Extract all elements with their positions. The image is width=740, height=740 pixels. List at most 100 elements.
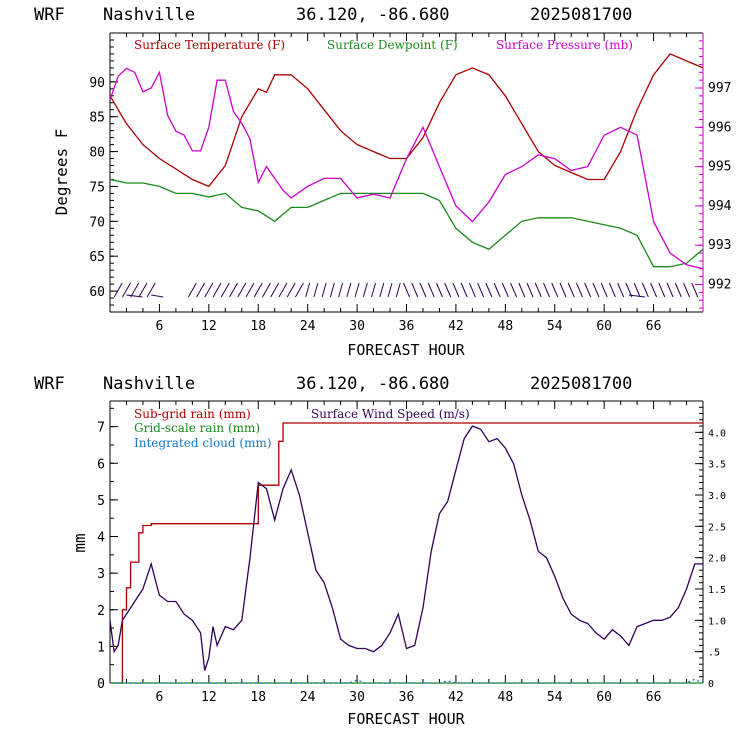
wind-barb	[518, 282, 526, 298]
top-x-tick-label: 66	[646, 319, 662, 334]
legend-surface-pressure: Surface Pressure (mb)	[496, 38, 633, 52]
top-x-tick-label: 12	[201, 319, 217, 334]
wind-barb	[270, 282, 280, 298]
wind-barb	[691, 282, 699, 298]
top-y-tick-label: 70	[89, 215, 105, 230]
wind-barb	[262, 282, 271, 298]
wind-barb	[551, 282, 559, 298]
wind-barb	[229, 282, 238, 298]
wind-barb	[666, 282, 674, 298]
bottom-location-label: Nashville	[103, 374, 195, 394]
wind-barb	[625, 282, 633, 298]
top-x-tick-label: 24	[300, 319, 316, 334]
top-model-label: WRF	[34, 5, 65, 25]
wind-barb	[346, 282, 352, 298]
bottom-y2-tick-label: 1.5	[708, 585, 726, 596]
top-y-tick-label: 85	[89, 111, 105, 126]
wind-barb	[658, 282, 666, 298]
top-panel-header: WRF Nashville 36.120, -86.680 2025081700	[34, 5, 632, 25]
wind-barb	[395, 282, 401, 298]
wind-barb	[294, 282, 304, 298]
wind-barb	[534, 282, 542, 298]
wind-barb	[674, 282, 682, 298]
wind-barb	[212, 282, 222, 298]
subgrid-rain-line	[110, 422, 703, 684]
bottom-x-axis-label: FORECAST HOUR	[347, 710, 465, 728]
wind-barb	[592, 282, 600, 298]
bottom-y-tick-label: 0	[97, 677, 105, 692]
top-y-tick-label: 80	[89, 146, 105, 161]
wind-barb	[584, 282, 592, 298]
top-y2-tick-label: 994	[708, 199, 732, 214]
wind-barb	[204, 282, 214, 298]
wind-barb	[485, 282, 493, 298]
top-series-group	[109, 53, 704, 270]
top-y2-tick-label: 997	[708, 81, 731, 96]
top-location-label: Nashville	[103, 5, 195, 25]
bottom-x-tick-label: 12	[201, 690, 217, 705]
legend-surface-dewpoint: Surface Dewpoint (F)	[327, 38, 458, 52]
top-axis-ticks: 6 12 18 24 30 36 42 48 54 60 66 60 65 70 75 80 85 90 992 99…	[89, 32, 732, 334]
wind-barb	[321, 282, 327, 298]
bottom-y2-tick-label: 2.0	[708, 554, 726, 565]
bottom-y-tick-label: 6	[97, 457, 105, 472]
wind-barb	[362, 282, 368, 298]
top-y-tick-label: 60	[89, 285, 105, 300]
bottom-x-tick-label: 24	[300, 690, 316, 705]
wind-barb	[452, 282, 460, 298]
legend-surface-temperature: Surface Temperature (F)	[134, 38, 285, 52]
bottom-y2-tick-label: 0	[708, 679, 714, 690]
wind-barb	[683, 282, 690, 298]
top-x-tick-label: 30	[349, 319, 365, 334]
wind-barb	[237, 282, 247, 298]
bottom-y-tick-label: 3	[97, 567, 105, 582]
top-x-tick-label: 36	[399, 319, 415, 334]
wind-barb	[387, 282, 393, 298]
wind-barb	[138, 282, 148, 298]
top-coords-label: 36.120, -86.680	[296, 5, 450, 25]
wind-barb	[435, 282, 443, 298]
top-plot-frame	[109, 32, 704, 313]
top-y2-tick-label: 995	[708, 160, 731, 175]
bottom-x-tick-label: 18	[250, 690, 266, 705]
wind-barb	[411, 282, 419, 298]
bottom-y-tick-label: 5	[97, 494, 105, 509]
wind-barb	[460, 282, 468, 298]
wind-speed-line	[109, 425, 703, 671]
bottom-x-tick-label: 6	[156, 690, 164, 705]
wind-barb	[575, 282, 583, 298]
bottom-coords-label: 36.120, -86.680	[296, 374, 450, 394]
top-y2-tick-label: 992	[708, 277, 731, 292]
wind-barb	[543, 282, 550, 298]
bottom-y-tick-label: 1	[97, 640, 105, 655]
top-x-tick-label: 18	[250, 319, 266, 334]
bottom-model-label: WRF	[34, 374, 65, 394]
bottom-y2-tick-label: 3.0	[708, 491, 726, 502]
bottom-x-tick-label: 48	[498, 690, 514, 705]
legend-subgrid-rain: Sub-grid rain (mm)	[134, 407, 251, 421]
wind-barb	[617, 282, 625, 298]
legend-gridscale-rain: Grid-scale rain (mm)	[134, 421, 260, 435]
bottom-y-axis-label: mm	[70, 533, 89, 552]
wind-barb	[220, 282, 230, 298]
wind-barb	[526, 282, 534, 298]
bottom-series-group	[109, 422, 704, 684]
wind-barb	[379, 282, 385, 298]
legend-surface-wind-speed: Surface Wind Speed (m/s)	[311, 407, 470, 421]
wind-barb	[354, 282, 360, 298]
top-x-tick-label: 6	[156, 319, 164, 334]
wind-barb	[253, 282, 263, 298]
bottom-legend: Sub-grid rain (mm) Grid-scale rain (mm) …	[134, 407, 470, 450]
top-x-tick-label: 48	[498, 319, 514, 334]
bottom-panel-header: WRF Nashville 36.120, -86.680 2025081700	[34, 374, 632, 394]
wind-barb	[559, 282, 567, 298]
bottom-y2-tick-label: 1.0	[708, 616, 726, 627]
wind-barb	[338, 282, 344, 298]
wind-barbs-row	[113, 282, 699, 298]
bottom-x-tick-label: 60	[596, 690, 612, 705]
top-x-axis-label: FORECAST HOUR	[347, 341, 465, 359]
top-y2-tick-label: 996	[708, 120, 731, 135]
wind-barb	[245, 282, 255, 298]
wind-barb	[187, 282, 197, 298]
top-y-tick-label: 75	[89, 180, 105, 195]
